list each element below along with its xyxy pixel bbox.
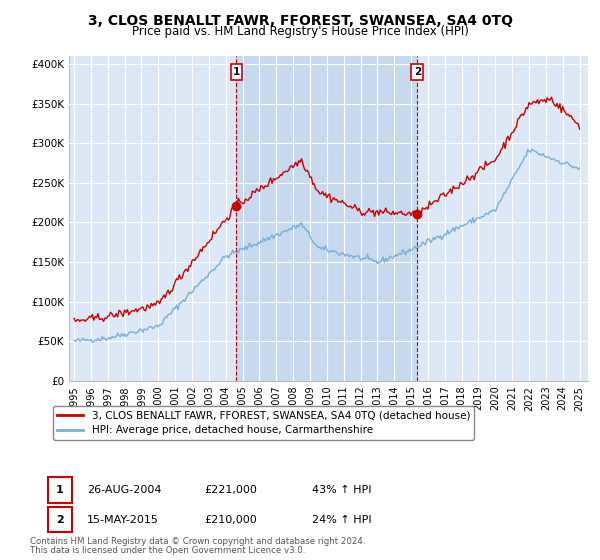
Bar	[412, 64, 423, 80]
Bar	[236, 56, 418, 381]
Text: 2: 2	[413, 67, 421, 77]
Text: 1: 1	[56, 485, 64, 495]
Text: This data is licensed under the Open Government Licence v3.0.: This data is licensed under the Open Gov…	[30, 547, 305, 556]
Legend: 3, CLOS BENALLT FAWR, FFOREST, SWANSEA, SA4 0TQ (detached house), HPI: Average p: 3, CLOS BENALLT FAWR, FFOREST, SWANSEA, …	[53, 406, 475, 440]
Text: 43% ↑ HPI: 43% ↑ HPI	[312, 485, 371, 495]
Bar	[230, 64, 242, 80]
Text: 15-MAY-2015: 15-MAY-2015	[87, 515, 159, 525]
Text: 2: 2	[56, 515, 64, 525]
Text: 1: 1	[233, 67, 240, 77]
Text: Price paid vs. HM Land Registry's House Price Index (HPI): Price paid vs. HM Land Registry's House …	[131, 25, 469, 38]
Text: 3, CLOS BENALLT FAWR, FFOREST, SWANSEA, SA4 0TQ: 3, CLOS BENALLT FAWR, FFOREST, SWANSEA, …	[88, 14, 512, 28]
Text: 24% ↑ HPI: 24% ↑ HPI	[312, 515, 371, 525]
Text: £210,000: £210,000	[204, 515, 257, 525]
Text: £221,000: £221,000	[204, 485, 257, 495]
Text: Contains HM Land Registry data © Crown copyright and database right 2024.: Contains HM Land Registry data © Crown c…	[30, 538, 365, 547]
Text: 26-AUG-2004: 26-AUG-2004	[87, 485, 161, 495]
